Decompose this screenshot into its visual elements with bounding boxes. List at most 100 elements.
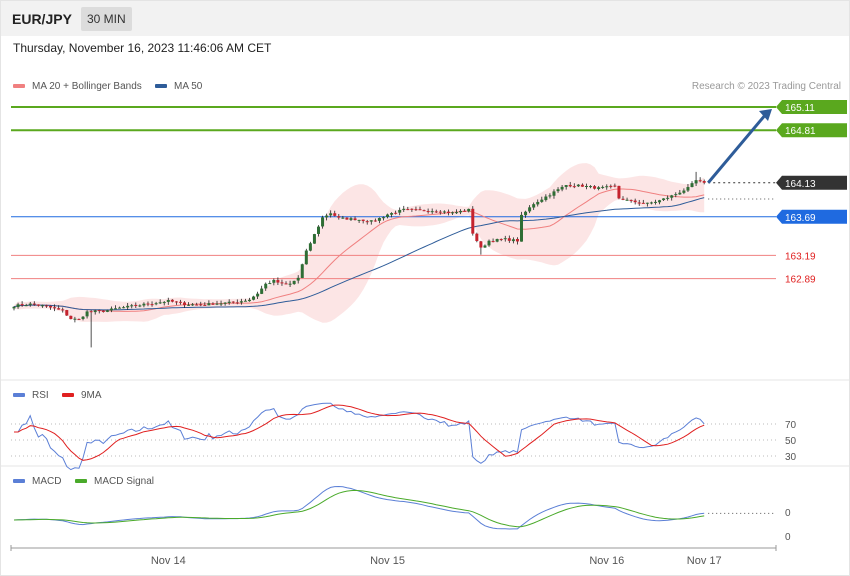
- candle-body: [532, 204, 536, 208]
- candle-body: [459, 210, 463, 213]
- candle-body: [85, 311, 89, 317]
- candle-body: [702, 181, 706, 183]
- candle-body: [617, 185, 621, 199]
- candle-body: [365, 221, 369, 223]
- candle-body: [118, 307, 122, 309]
- level-label-target: 164.81: [785, 126, 816, 137]
- candle-body: [178, 301, 182, 303]
- candle-body: [280, 282, 284, 284]
- candle-body: [528, 207, 532, 212]
- legend-label: RSI: [32, 390, 49, 401]
- candle-body: [593, 186, 597, 189]
- legend-label: 9MA: [81, 390, 102, 401]
- candle-body: [53, 307, 57, 309]
- candle-body: [288, 283, 292, 285]
- timeframe-button[interactable]: 30 MIN: [81, 7, 132, 31]
- candle-body: [357, 219, 361, 221]
- candle-body: [199, 304, 203, 306]
- candle-body: [329, 213, 333, 216]
- candle-body: [556, 189, 560, 192]
- candle-body: [515, 238, 519, 242]
- candle-body: [276, 280, 280, 283]
- research-credit: Research © 2023 Trading Central: [691, 81, 841, 92]
- candle-body: [524, 211, 528, 216]
- candle-body: [227, 301, 231, 303]
- candle-body: [686, 187, 690, 191]
- candle-body: [446, 211, 450, 213]
- candle-body: [61, 309, 65, 311]
- level-label-support: 163.19: [785, 251, 816, 262]
- candle-body: [317, 226, 320, 234]
- candle-body: [219, 303, 223, 305]
- candle-body: [36, 304, 40, 306]
- candle-body: [20, 304, 24, 306]
- candle-body: [568, 184, 572, 187]
- candle-body: [601, 186, 605, 188]
- candle-body: [540, 199, 544, 202]
- candle-body: [609, 185, 613, 187]
- candle-body: [455, 212, 459, 214]
- candle-body: [239, 301, 243, 303]
- level-tag: [776, 100, 847, 114]
- candle-body: [16, 304, 20, 308]
- candle-body: [353, 218, 357, 221]
- candle-body: [589, 186, 593, 188]
- candle-body: [645, 202, 649, 204]
- candle-body: [658, 200, 662, 203]
- candle-body: [674, 194, 678, 196]
- macd-tick-label: 0: [785, 532, 791, 543]
- candle-body: [146, 303, 150, 305]
- candle-body: [613, 185, 617, 187]
- candle-body: [296, 277, 300, 281]
- candle-body: [174, 301, 178, 303]
- candle-body: [183, 302, 187, 306]
- candle-body: [24, 305, 28, 307]
- ma50-line: [13, 197, 705, 311]
- candle-body: [312, 234, 316, 244]
- candle-body: [154, 303, 158, 305]
- candle-body: [252, 296, 256, 300]
- candle-body: [463, 210, 467, 212]
- candle-body: [442, 211, 446, 213]
- candle-body: [138, 305, 142, 307]
- candle-body: [410, 208, 414, 210]
- candle-body: [284, 283, 288, 285]
- candle-body: [560, 186, 564, 190]
- level-tag: [776, 123, 847, 138]
- time-axis-label: Nov 17: [687, 555, 722, 567]
- candle-body: [81, 316, 85, 319]
- candle-body: [333, 213, 337, 216]
- instrument-title: EUR/JPY: [12, 11, 72, 27]
- candle-body: [114, 308, 117, 310]
- candle-body: [77, 318, 81, 320]
- legend-label: MA 50: [174, 81, 203, 92]
- legend-swatch: [62, 393, 74, 398]
- legend-swatch: [155, 84, 167, 89]
- candle-body: [337, 216, 341, 218]
- candle-body: [73, 318, 77, 320]
- candle-body: [662, 198, 666, 201]
- level-tag: [776, 175, 847, 190]
- candle-body: [479, 241, 483, 248]
- legend-swatch: [75, 479, 87, 484]
- candle-body: [475, 233, 479, 242]
- candle-body: [678, 192, 682, 195]
- legend-label: MA 20 + Bollinger Bands: [32, 81, 142, 92]
- rsi-line: [14, 402, 705, 471]
- candle-body: [109, 308, 113, 311]
- candle-body: [57, 308, 61, 310]
- candle-body: [487, 240, 491, 246]
- candle-body: [130, 305, 134, 307]
- candle-body: [548, 195, 552, 197]
- candle-body: [584, 185, 588, 187]
- candle-body: [268, 283, 272, 285]
- candle-body: [544, 196, 548, 201]
- candle-body: [158, 302, 162, 304]
- candle-body: [386, 214, 390, 217]
- candle-body: [426, 211, 430, 213]
- candle-body: [450, 212, 454, 214]
- candle-body: [633, 200, 637, 203]
- macd-signal-line: [13, 489, 705, 528]
- candle-body: [438, 211, 442, 213]
